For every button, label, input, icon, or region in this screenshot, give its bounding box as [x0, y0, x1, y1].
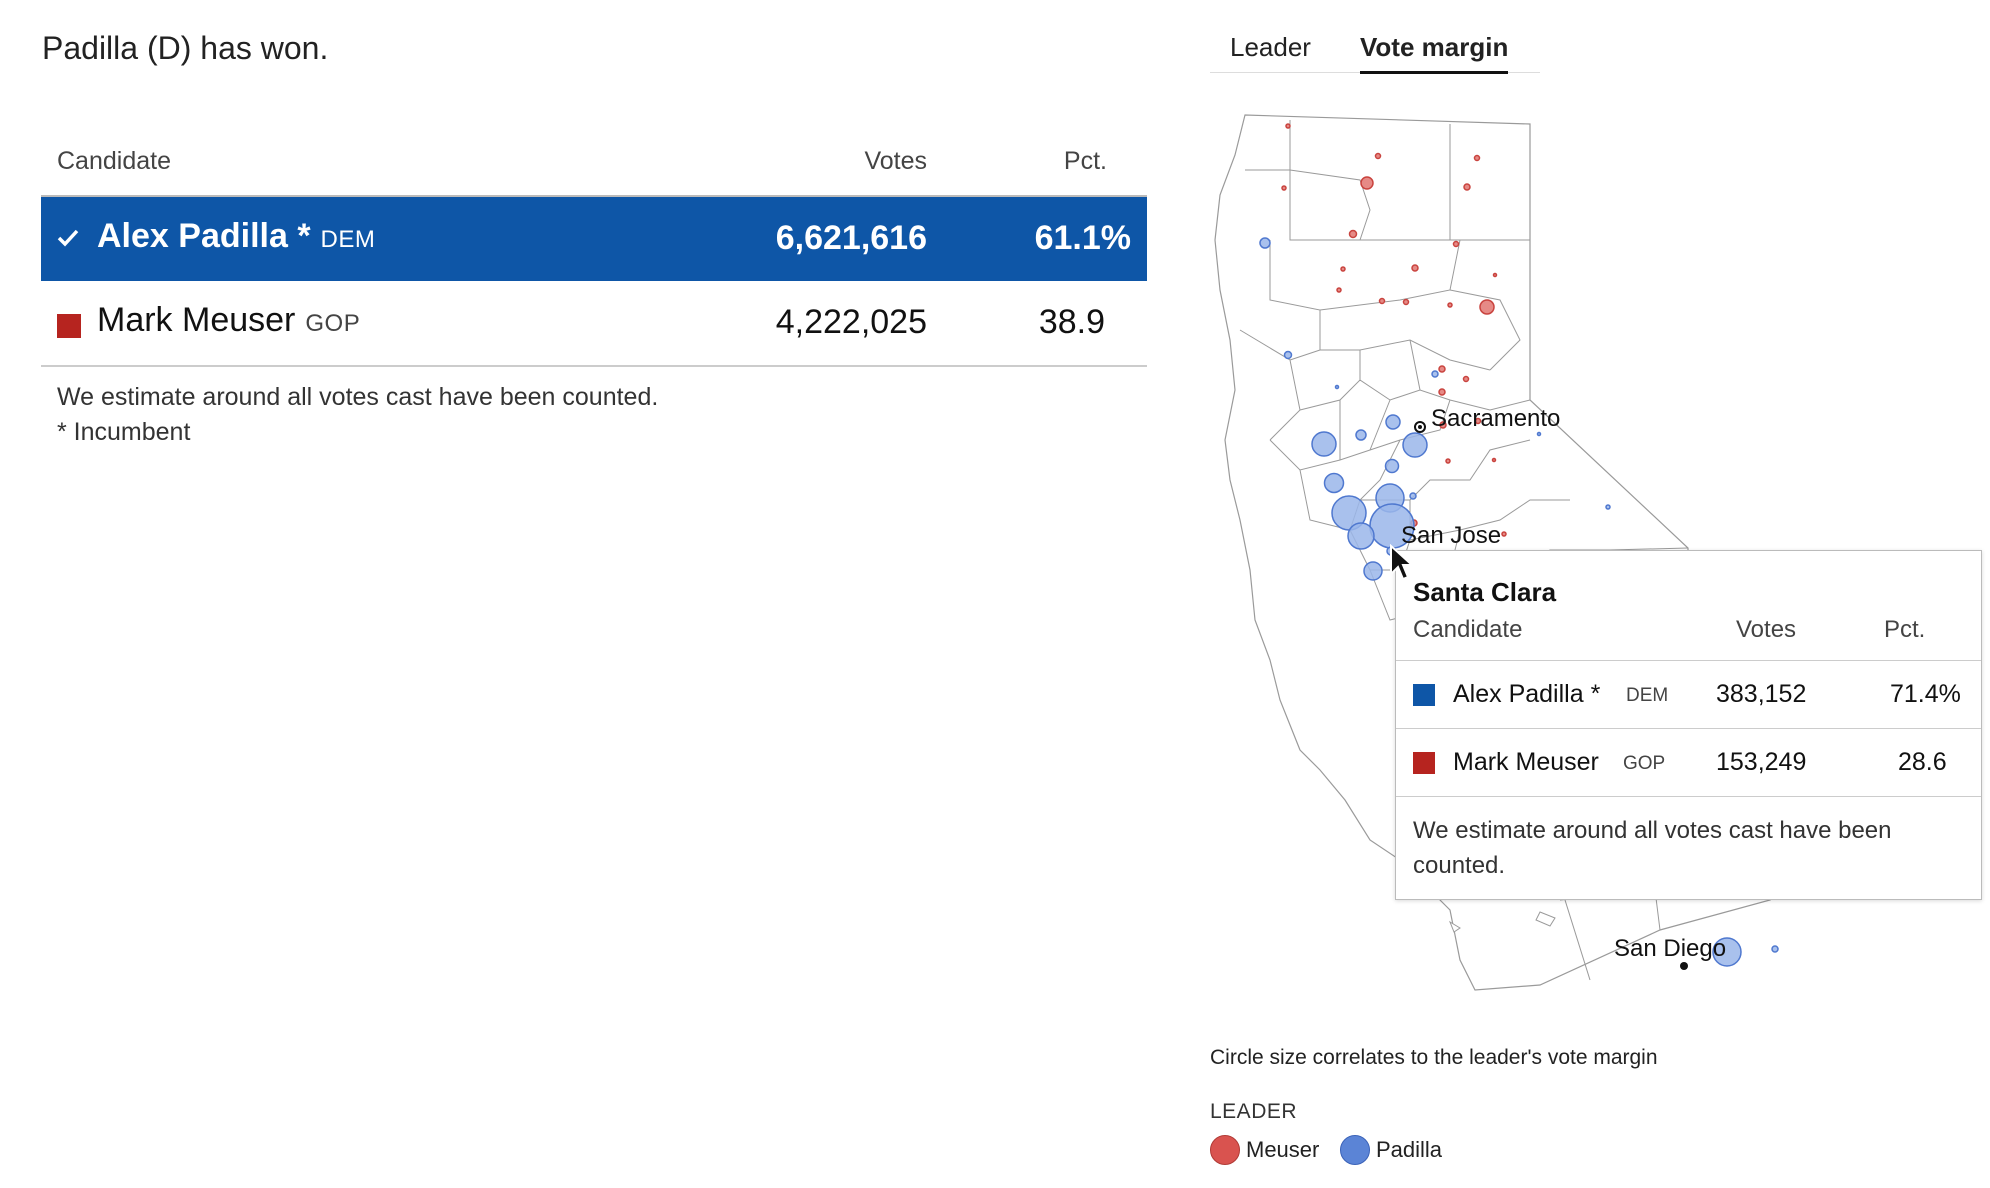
candidate-name: Alex Padilla * DEM	[97, 217, 376, 255]
candidate-name: Mark Meuser GOP	[97, 301, 361, 339]
gop-margin-circles	[1281, 123, 1507, 537]
map-tabs: Leader Vote margin	[1210, 28, 1540, 74]
party-swatch	[57, 314, 81, 338]
legend-label-padilla: Padilla	[1376, 1137, 1443, 1162]
tooltip-header-candidate: Candidate	[1413, 616, 1523, 643]
city-label-sacramento: Sacramento	[1431, 405, 1561, 432]
tooltip-candidate-name: Mark Meuser	[1453, 748, 1599, 776]
tooltip-row-padilla: Alex Padilla * DEM 383,152 71.4%	[1396, 661, 1981, 729]
vote-pct: 38.9	[1038, 303, 1105, 341]
incumbent-footnote: * Incumbent	[57, 418, 191, 446]
results-row-meuser: Mark Meuser GOP 4,222,025 38.9	[41, 281, 1147, 367]
tooltip-header-votes: Votes	[1736, 616, 1797, 643]
header-candidate: Candidate	[57, 147, 171, 175]
results-note: We estimate around all votes cast have b…	[57, 380, 658, 450]
tooltip-vote-count: 153,249	[1716, 748, 1807, 776]
party-swatch	[1413, 684, 1435, 706]
tooltip-header: Candidate Votes Pct.	[1396, 616, 1981, 661]
party-swatch	[1413, 752, 1435, 774]
vote-pct: 61.1%	[1034, 219, 1131, 257]
county-tooltip: Santa Clara Candidate Votes Pct. Alex Pa…	[1395, 550, 1982, 900]
legend-swatch-padilla	[1340, 1135, 1370, 1165]
map-caption: Circle size correlates to the leader's v…	[1210, 1046, 1658, 1069]
tooltip-vote-pct: 71.4%	[1890, 680, 1961, 708]
tooltip-vote-count: 383,152	[1716, 680, 1807, 708]
tooltip-party-label: GOP	[1623, 753, 1666, 774]
dem-margin-circles	[1259, 237, 1779, 967]
tooltip-candidate-name: Alex Padilla *	[1453, 680, 1601, 708]
tooltip-party-label: DEM	[1626, 685, 1669, 706]
legend-title: LEADER	[1210, 1100, 1298, 1123]
checkmark-icon	[57, 229, 79, 247]
tooltip-note: We estimate around all votes cast have b…	[1413, 817, 1892, 879]
results-row-padilla: Alex Padilla * DEM 6,621,616 61.1%	[41, 197, 1147, 281]
city-label-san-diego: San Diego	[1614, 935, 1727, 962]
party-label: DEM	[320, 226, 376, 253]
legend-swatch-meuser	[1210, 1135, 1240, 1165]
header-pct: Pct.	[1063, 147, 1107, 175]
legend: Meuser Padilla	[1210, 1135, 1510, 1167]
vote-count: 6,621,616	[775, 219, 927, 257]
race-headline: Padilla (D) has won.	[42, 30, 329, 66]
san-diego-marker	[1680, 962, 1688, 970]
tooltip-row-meuser: Mark Meuser GOP 153,249 28.6	[1396, 729, 1981, 797]
city-label-san-jose: San Jose	[1401, 522, 1502, 549]
tab-vote-margin[interactable]: Vote margin	[1360, 32, 1509, 74]
vote-count: 4,222,025	[775, 303, 927, 341]
header-votes: Votes	[864, 147, 927, 175]
islands	[1448, 911, 1556, 933]
mouse-cursor-icon	[1390, 544, 1415, 581]
party-label: GOP	[305, 310, 361, 337]
legend-label-meuser: Meuser	[1246, 1137, 1320, 1162]
city-markers	[1414, 421, 1688, 970]
results-header: Candidate Votes Pct.	[41, 135, 1147, 197]
tooltip-vote-pct: 28.6	[1898, 748, 1947, 776]
results-table: Candidate Votes Pct. Alex Padilla * DEM 6…	[41, 135, 1147, 367]
tooltip-county-name: Santa Clara	[1413, 577, 1557, 607]
tooltip-header-pct: Pct.	[1884, 616, 1926, 643]
tab-leader[interactable]: Leader	[1230, 32, 1311, 62]
